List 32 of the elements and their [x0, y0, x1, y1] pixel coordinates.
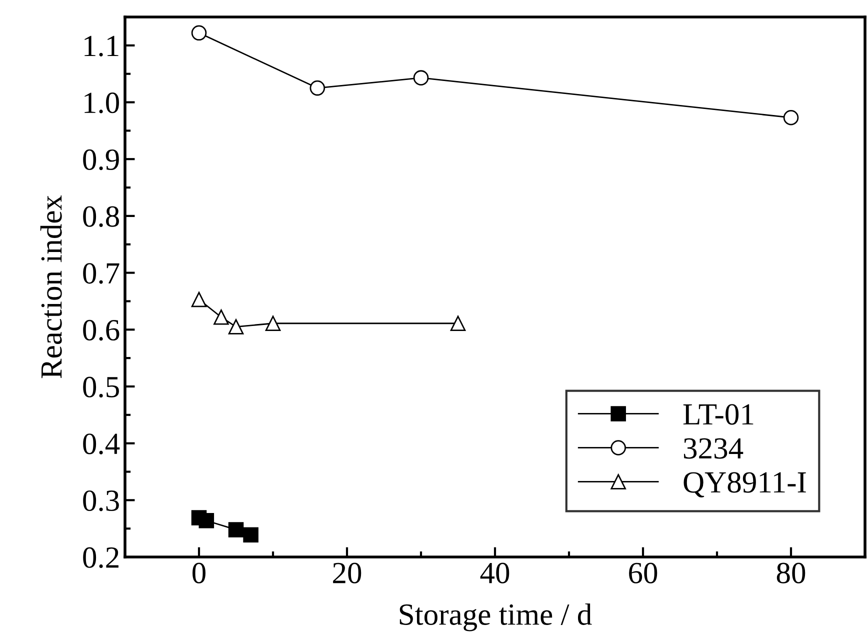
- y-axis-title: Reaction index: [40, 195, 62, 378]
- point: [191, 292, 207, 308]
- y-tick-label: 0.7: [83, 263, 120, 284]
- point: [413, 70, 429, 86]
- y-tick-label: 1.1: [84, 36, 118, 56]
- x-tick-label: 80: [776, 562, 806, 584]
- x-axis-title: Storage time / d: [400, 603, 592, 632]
- point: [265, 316, 281, 332]
- legend-label: QY8911-I: [684, 472, 806, 498]
- point: [310, 80, 326, 96]
- point: [228, 319, 244, 334]
- point: [243, 527, 258, 542]
- y-tick-label: 0.9: [83, 149, 119, 170]
- y-tick-label: 0.4: [83, 434, 120, 454]
- point: [228, 522, 244, 538]
- y-tick-label: 0.3: [83, 490, 119, 512]
- point: [214, 309, 229, 325]
- y-tick-label: 0.2: [83, 547, 118, 568]
- legend-label: 3234: [684, 438, 744, 459]
- point: [191, 25, 207, 41]
- x-tick-label: 20: [333, 562, 362, 584]
- x-tick-label: 60: [629, 562, 658, 584]
- legend-label: LT-01: [683, 404, 754, 425]
- y-tick-label: 0.5: [83, 376, 119, 398]
- point: [783, 110, 799, 126]
- point: [198, 512, 214, 528]
- y-tick-label: 0.8: [83, 206, 119, 227]
- x-tick-label: 0: [192, 562, 206, 584]
- point: [450, 316, 466, 332]
- x-tick-label: 40: [480, 562, 510, 584]
- y-tick-label: 1.0: [84, 92, 119, 114]
- y-tick-label: 0.6: [83, 320, 120, 341]
